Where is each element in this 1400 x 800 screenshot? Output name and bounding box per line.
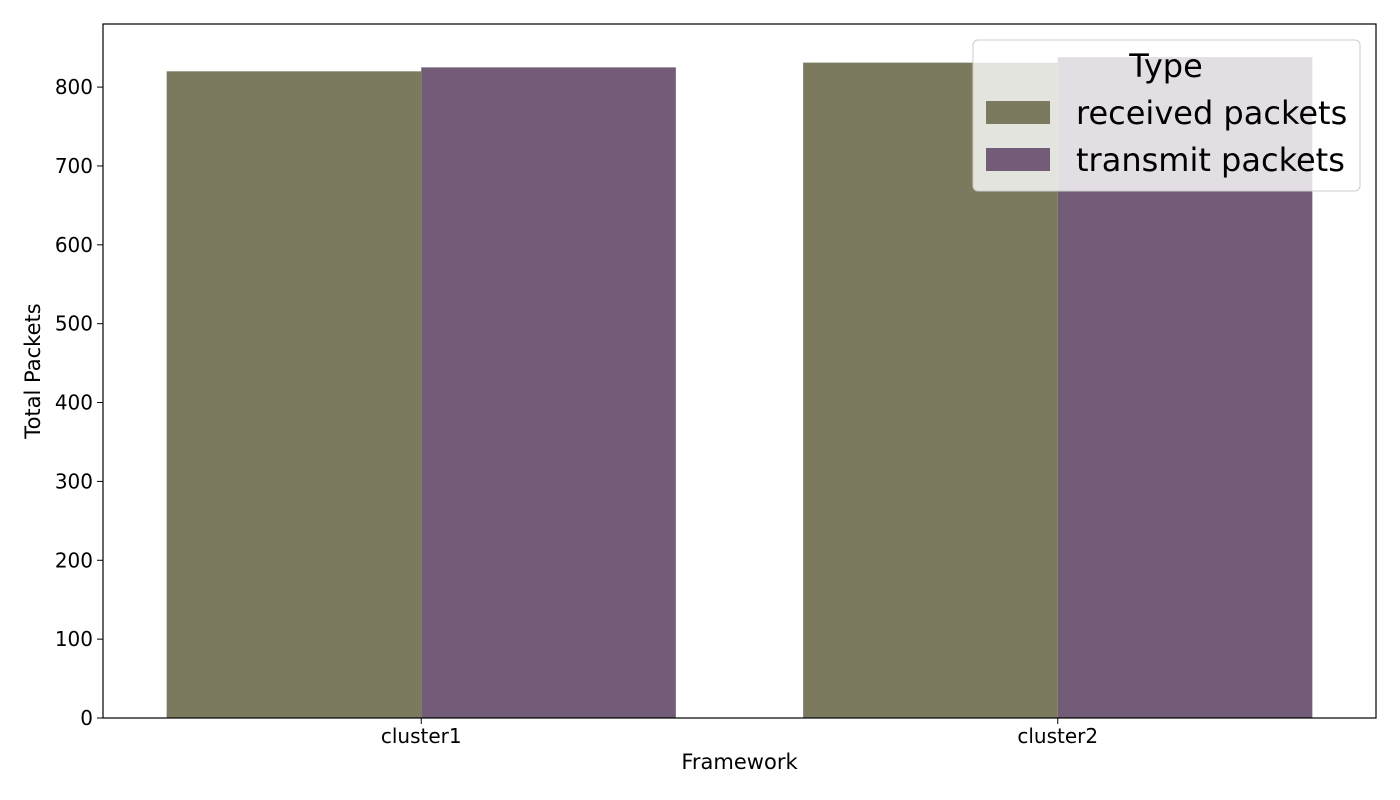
bar-received-packets-cluster1 xyxy=(166,71,422,719)
legend-box xyxy=(972,39,1361,192)
legend-swatch-transmit-packets xyxy=(986,148,1050,171)
legend-label-received-packets: received packets xyxy=(1076,94,1347,132)
y-axis-label: Total Packets xyxy=(21,303,45,439)
y-tick-label: 600 xyxy=(55,233,93,257)
plot-area-frame xyxy=(102,23,1377,719)
legend-swatch-received-packets xyxy=(986,101,1050,124)
x-axis-ticks: cluster1 cluster2 xyxy=(381,718,1098,748)
x-tick-label: cluster1 xyxy=(381,724,462,748)
x-axis-label: Framework xyxy=(681,750,798,774)
y-tick-label: 0 xyxy=(80,706,93,730)
bar-transmit-packets-cluster1 xyxy=(421,67,676,718)
x-tick-label: cluster2 xyxy=(1017,724,1098,748)
legend-title: Type xyxy=(1128,47,1203,85)
y-axis-ticks: 0 100 200 300 400 500 600 700 800 xyxy=(55,75,103,730)
y-tick-label: 500 xyxy=(55,312,93,336)
y-tick-label: 400 xyxy=(55,391,93,415)
y-tick-label: 100 xyxy=(55,627,93,651)
y-tick-label: 200 xyxy=(55,548,93,572)
legend: Type received packets transmit packets xyxy=(972,39,1361,192)
y-tick-label: 700 xyxy=(55,154,93,178)
y-tick-label: 300 xyxy=(55,469,93,493)
y-tick-label: 800 xyxy=(55,75,93,99)
legend-label-transmit-packets: transmit packets xyxy=(1076,141,1345,179)
